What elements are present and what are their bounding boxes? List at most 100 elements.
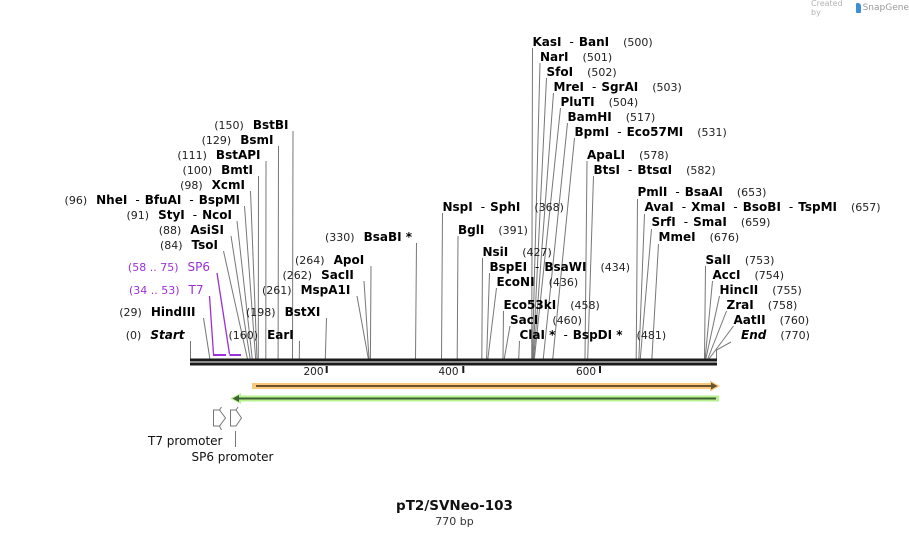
backbone-top-strand[interactable] bbox=[190, 358, 717, 362]
enzyme-label-bstxi[interactable]: (198) BstXI bbox=[246, 305, 320, 320]
enzyme-label-zrai[interactable]: ZraI (758) bbox=[727, 298, 798, 313]
enzyme-label-pmli[interactable]: PmlI BsaAI (653) bbox=[638, 185, 767, 200]
site-line-pmli bbox=[635, 198, 638, 359]
enzyme-name: NsiI bbox=[482, 245, 509, 259]
enzyme-label-kasi[interactable]: KasI BanI (500) bbox=[533, 35, 653, 50]
enzyme-label-avai[interactable]: AvaI XmaI BsoBI TspMI (657) bbox=[645, 200, 881, 215]
cut-position: (653) bbox=[736, 186, 767, 199]
enzyme-name: AccI bbox=[712, 268, 741, 282]
enzyme-name: TspMI bbox=[781, 200, 837, 214]
enzyme-label-bstapi[interactable]: (111) BstAPI bbox=[177, 148, 260, 163]
site-line-bpmi bbox=[552, 137, 575, 359]
site-line-mrei bbox=[533, 92, 554, 359]
enzyme-label-sfoi[interactable]: SfoI (502) bbox=[547, 65, 617, 80]
site-line-nhei bbox=[244, 205, 257, 359]
enzyme-label-bpmi[interactable]: BpmI Eco57MI (531) bbox=[575, 125, 727, 140]
enzyme-label-apoi[interactable]: (264) ApoI bbox=[295, 253, 364, 268]
enzyme-label-acci[interactable]: AccI (754) bbox=[713, 268, 785, 283]
site-line-kasi bbox=[531, 47, 533, 359]
promoter-arrow-icon-t7[interactable] bbox=[213, 409, 227, 427]
enzyme-name: PluTI bbox=[560, 95, 595, 109]
enzyme-label-pluti[interactable]: PluTI (504) bbox=[561, 95, 639, 110]
primer-label-t7[interactable]: (34 .. 53) T7 bbox=[129, 283, 204, 298]
enzyme-label-xcmi[interactable]: (98) XcmI bbox=[180, 178, 245, 193]
site-line-pluti bbox=[533, 107, 561, 359]
cut-position: (458) bbox=[570, 299, 600, 312]
enzyme-label-hincii[interactable]: HincII (755) bbox=[720, 283, 802, 298]
enzyme-label-sali[interactable]: SalI (753) bbox=[706, 253, 775, 268]
enzyme-label-mmei[interactable]: MmeI (676) bbox=[659, 230, 740, 245]
cut-position: (657) bbox=[851, 201, 881, 214]
enzyme-label-apali[interactable]: ApaLI (578) bbox=[587, 148, 669, 163]
primer-label-sp6[interactable]: (58 .. 75) SP6 bbox=[128, 260, 210, 275]
feature-green-reverse[interactable] bbox=[230, 393, 719, 404]
sequence-backbone[interactable] bbox=[190, 358, 717, 366]
backbone-bottom-strand[interactable] bbox=[190, 362, 717, 366]
enzyme-label-nsii[interactable]: NsiI (427) bbox=[483, 245, 552, 260]
snapgene-logo-icon bbox=[855, 3, 861, 13]
promoter-glyphs bbox=[213, 406, 243, 447]
enzyme-label-eari[interactable]: (160) EarI bbox=[229, 328, 294, 343]
enzyme-label-aatii[interactable]: AatII (760) bbox=[734, 313, 810, 328]
cut-position: (481) bbox=[636, 329, 667, 342]
primer-name: SP6 bbox=[187, 260, 211, 274]
promoter-tick-sp6-top bbox=[235, 406, 239, 411]
enzyme-label-bmti[interactable]: (100) BmtI bbox=[183, 163, 253, 178]
enzyme-name: AsiSI bbox=[190, 223, 224, 237]
enzyme-name: EarI bbox=[267, 328, 294, 342]
site-line-nspi bbox=[441, 212, 443, 359]
enzyme-label-nari[interactable]: NarI (501) bbox=[540, 50, 612, 65]
enzyme-label-srfi[interactable]: SrfI SmaI (659) bbox=[652, 215, 771, 230]
enzyme-label-btsi[interactable]: BtsI BtsαI (582) bbox=[594, 163, 716, 178]
sequence-end-label[interactable]: End (770) bbox=[741, 328, 810, 343]
enzyme-label-econi[interactable]: EcoNI (436) bbox=[497, 275, 579, 290]
feature-label-t7-promoter[interactable]: T7 promoter bbox=[148, 434, 223, 448]
cut-position: (198) bbox=[246, 306, 276, 319]
site-line-bgli bbox=[456, 235, 459, 359]
enzyme-label-tsoi[interactable]: (84) TsoI bbox=[160, 238, 218, 253]
feature-orange-forward[interactable] bbox=[252, 380, 720, 392]
enzyme-name: AvaI bbox=[644, 200, 674, 214]
enzyme-label-bamhi[interactable]: BamHI (517) bbox=[568, 110, 656, 125]
site-line-bamhi bbox=[542, 122, 568, 359]
enzyme-label-bgli[interactable]: BglI (391) bbox=[458, 223, 528, 238]
primer-range: (58 .. 75) bbox=[127, 261, 179, 274]
enzyme-label-nspi[interactable]: NspI SphI (368) bbox=[443, 200, 564, 215]
enzyme-name: XcmI bbox=[211, 178, 245, 192]
enzyme-name: BspEI bbox=[489, 260, 528, 274]
cut-position: (755) bbox=[772, 284, 802, 297]
site-line-hincii bbox=[705, 295, 720, 359]
enzyme-label-styi[interactable]: (91) StyI NcoI bbox=[127, 208, 232, 223]
enzyme-label-bsmi[interactable]: (129) BsmI bbox=[202, 133, 274, 148]
site-line-zrai bbox=[707, 310, 727, 359]
enzyme-name: BsaBI * bbox=[363, 230, 413, 244]
enzyme-label-mrei[interactable]: MreI SgrAI (503) bbox=[554, 80, 682, 95]
feature-label-sp6-promoter[interactable]: SP6 promoter bbox=[191, 450, 274, 464]
enzyme-label-sacii[interactable]: (262) SacII bbox=[283, 268, 354, 283]
enzyme-name: BtsI bbox=[593, 163, 621, 177]
enzyme-label-mspa1i[interactable]: (261) MspA1I bbox=[262, 283, 350, 298]
enzyme-name: BspDI * bbox=[555, 328, 623, 342]
site-line-econi bbox=[487, 287, 497, 359]
enzyme-label-nhei[interactable]: (96) NheI BfuAI BspMI bbox=[65, 193, 240, 208]
cut-position: (504) bbox=[608, 96, 639, 109]
cut-position: (427) bbox=[522, 246, 552, 259]
enzyme-label-eco53ki[interactable]: Eco53kI (458) bbox=[504, 298, 600, 313]
start-label: Start bbox=[150, 328, 185, 342]
cut-position: (129) bbox=[201, 134, 232, 147]
enzyme-label-hindiii[interactable]: (29) HindIII bbox=[119, 305, 195, 320]
enzyme-name: NcoI bbox=[185, 208, 232, 222]
enzyme-label-asisi[interactable]: (88) AsiSI bbox=[159, 223, 224, 238]
enzyme-name: MmeI bbox=[658, 230, 696, 244]
sequence-start-label[interactable]: (0) Start bbox=[126, 328, 185, 343]
cut-position: (262) bbox=[282, 269, 313, 282]
enzyme-label-bspei[interactable]: BspEI BsaWI (434) bbox=[490, 260, 631, 275]
enzyme-label-clai[interactable]: ClaI * BspDI * (481) bbox=[520, 328, 667, 343]
enzyme-label-bsabi[interactable]: (330) BsaBI * bbox=[325, 230, 412, 245]
enzyme-label-saci[interactable]: SacI (460) bbox=[510, 313, 582, 328]
promoter-arrow-icon-sp6[interactable] bbox=[230, 409, 243, 427]
enzyme-label-bstbi[interactable]: (150) BstBI bbox=[214, 118, 288, 133]
watermark-brand: SnapGene bbox=[862, 3, 909, 13]
